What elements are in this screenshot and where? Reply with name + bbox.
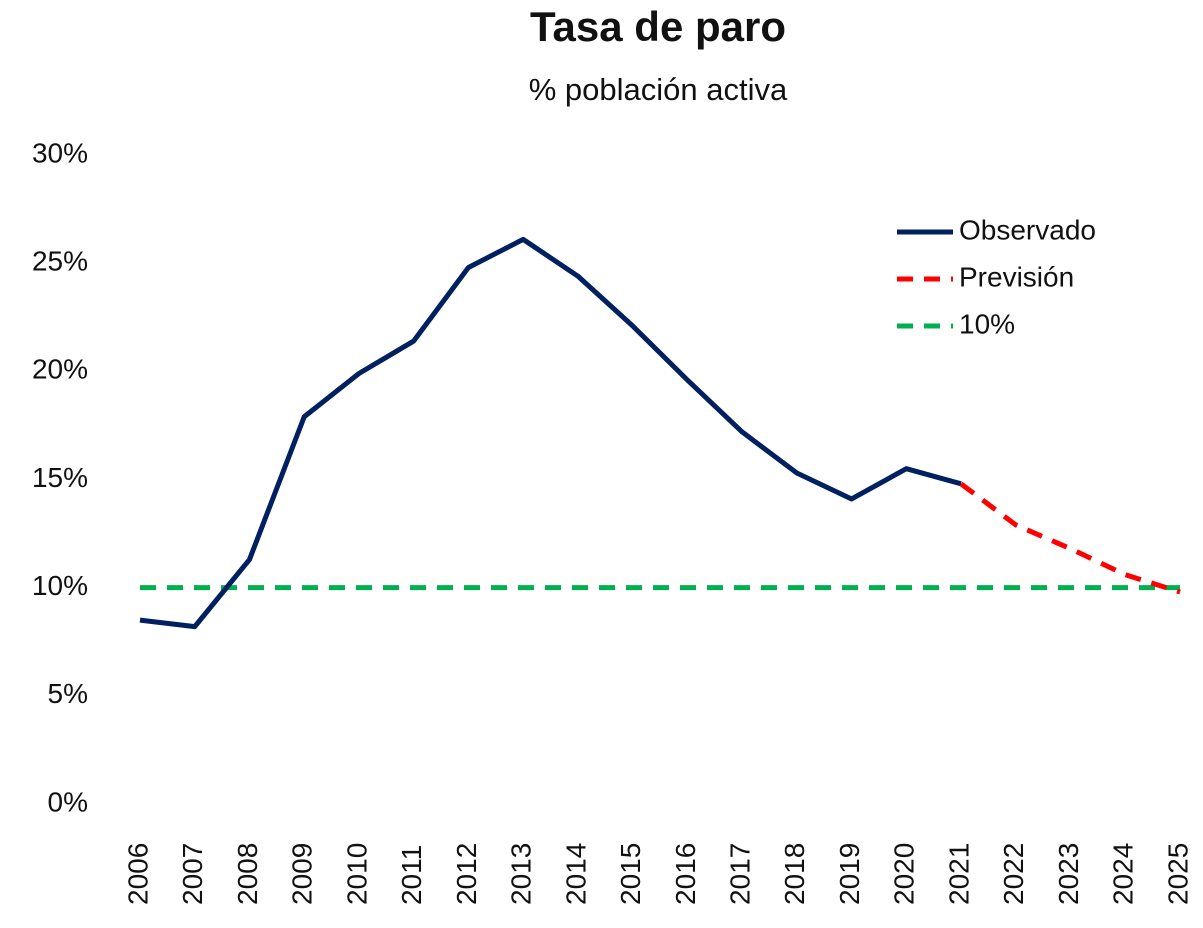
x-tick-label: 2024: [1108, 843, 1139, 905]
x-tick-label: 2012: [451, 843, 482, 905]
series-line: [139, 236, 962, 630]
x-tick-label: 2014: [560, 843, 591, 905]
legend-label: Previsión: [959, 261, 1074, 292]
x-tick-label: 2015: [615, 843, 646, 905]
x-tick-label: 2008: [232, 843, 263, 905]
x-tick-label: 2022: [998, 843, 1029, 905]
x-tick-label: 2019: [834, 843, 865, 905]
x-tick-label: 2016: [670, 843, 701, 905]
x-tick-label: 2006: [122, 843, 153, 905]
y-tick-label: 30%: [32, 137, 88, 168]
x-tick-label: 2021: [943, 843, 974, 905]
x-tick-label: 2010: [341, 843, 372, 905]
x-tick-label: 2007: [177, 843, 208, 905]
y-tick-label: 15%: [32, 462, 88, 493]
x-tick-label: 2017: [724, 843, 755, 905]
y-tick-label: 5%: [48, 678, 88, 709]
x-tick-label: 2009: [287, 843, 318, 905]
x-tick-label: 2013: [506, 843, 537, 905]
x-tick-label: 2018: [779, 843, 810, 905]
y-tick-label: 10%: [32, 570, 88, 601]
series-line: [959, 481, 1181, 595]
chart-subtitle: % población activa: [529, 72, 788, 107]
x-tick-label: 2025: [1162, 843, 1193, 905]
x-tick-label: 2023: [1053, 843, 1084, 905]
y-tick-label: 0%: [48, 786, 88, 817]
x-tick-label: 2011: [396, 845, 427, 905]
legend-label: 10%: [959, 308, 1015, 339]
chart-title: Tasa de paro: [530, 3, 786, 50]
y-tick-label: 25%: [32, 246, 88, 277]
y-tick-label: 20%: [32, 354, 88, 385]
legend-label: Observado: [959, 214, 1096, 245]
x-tick-label: 2020: [889, 843, 920, 905]
